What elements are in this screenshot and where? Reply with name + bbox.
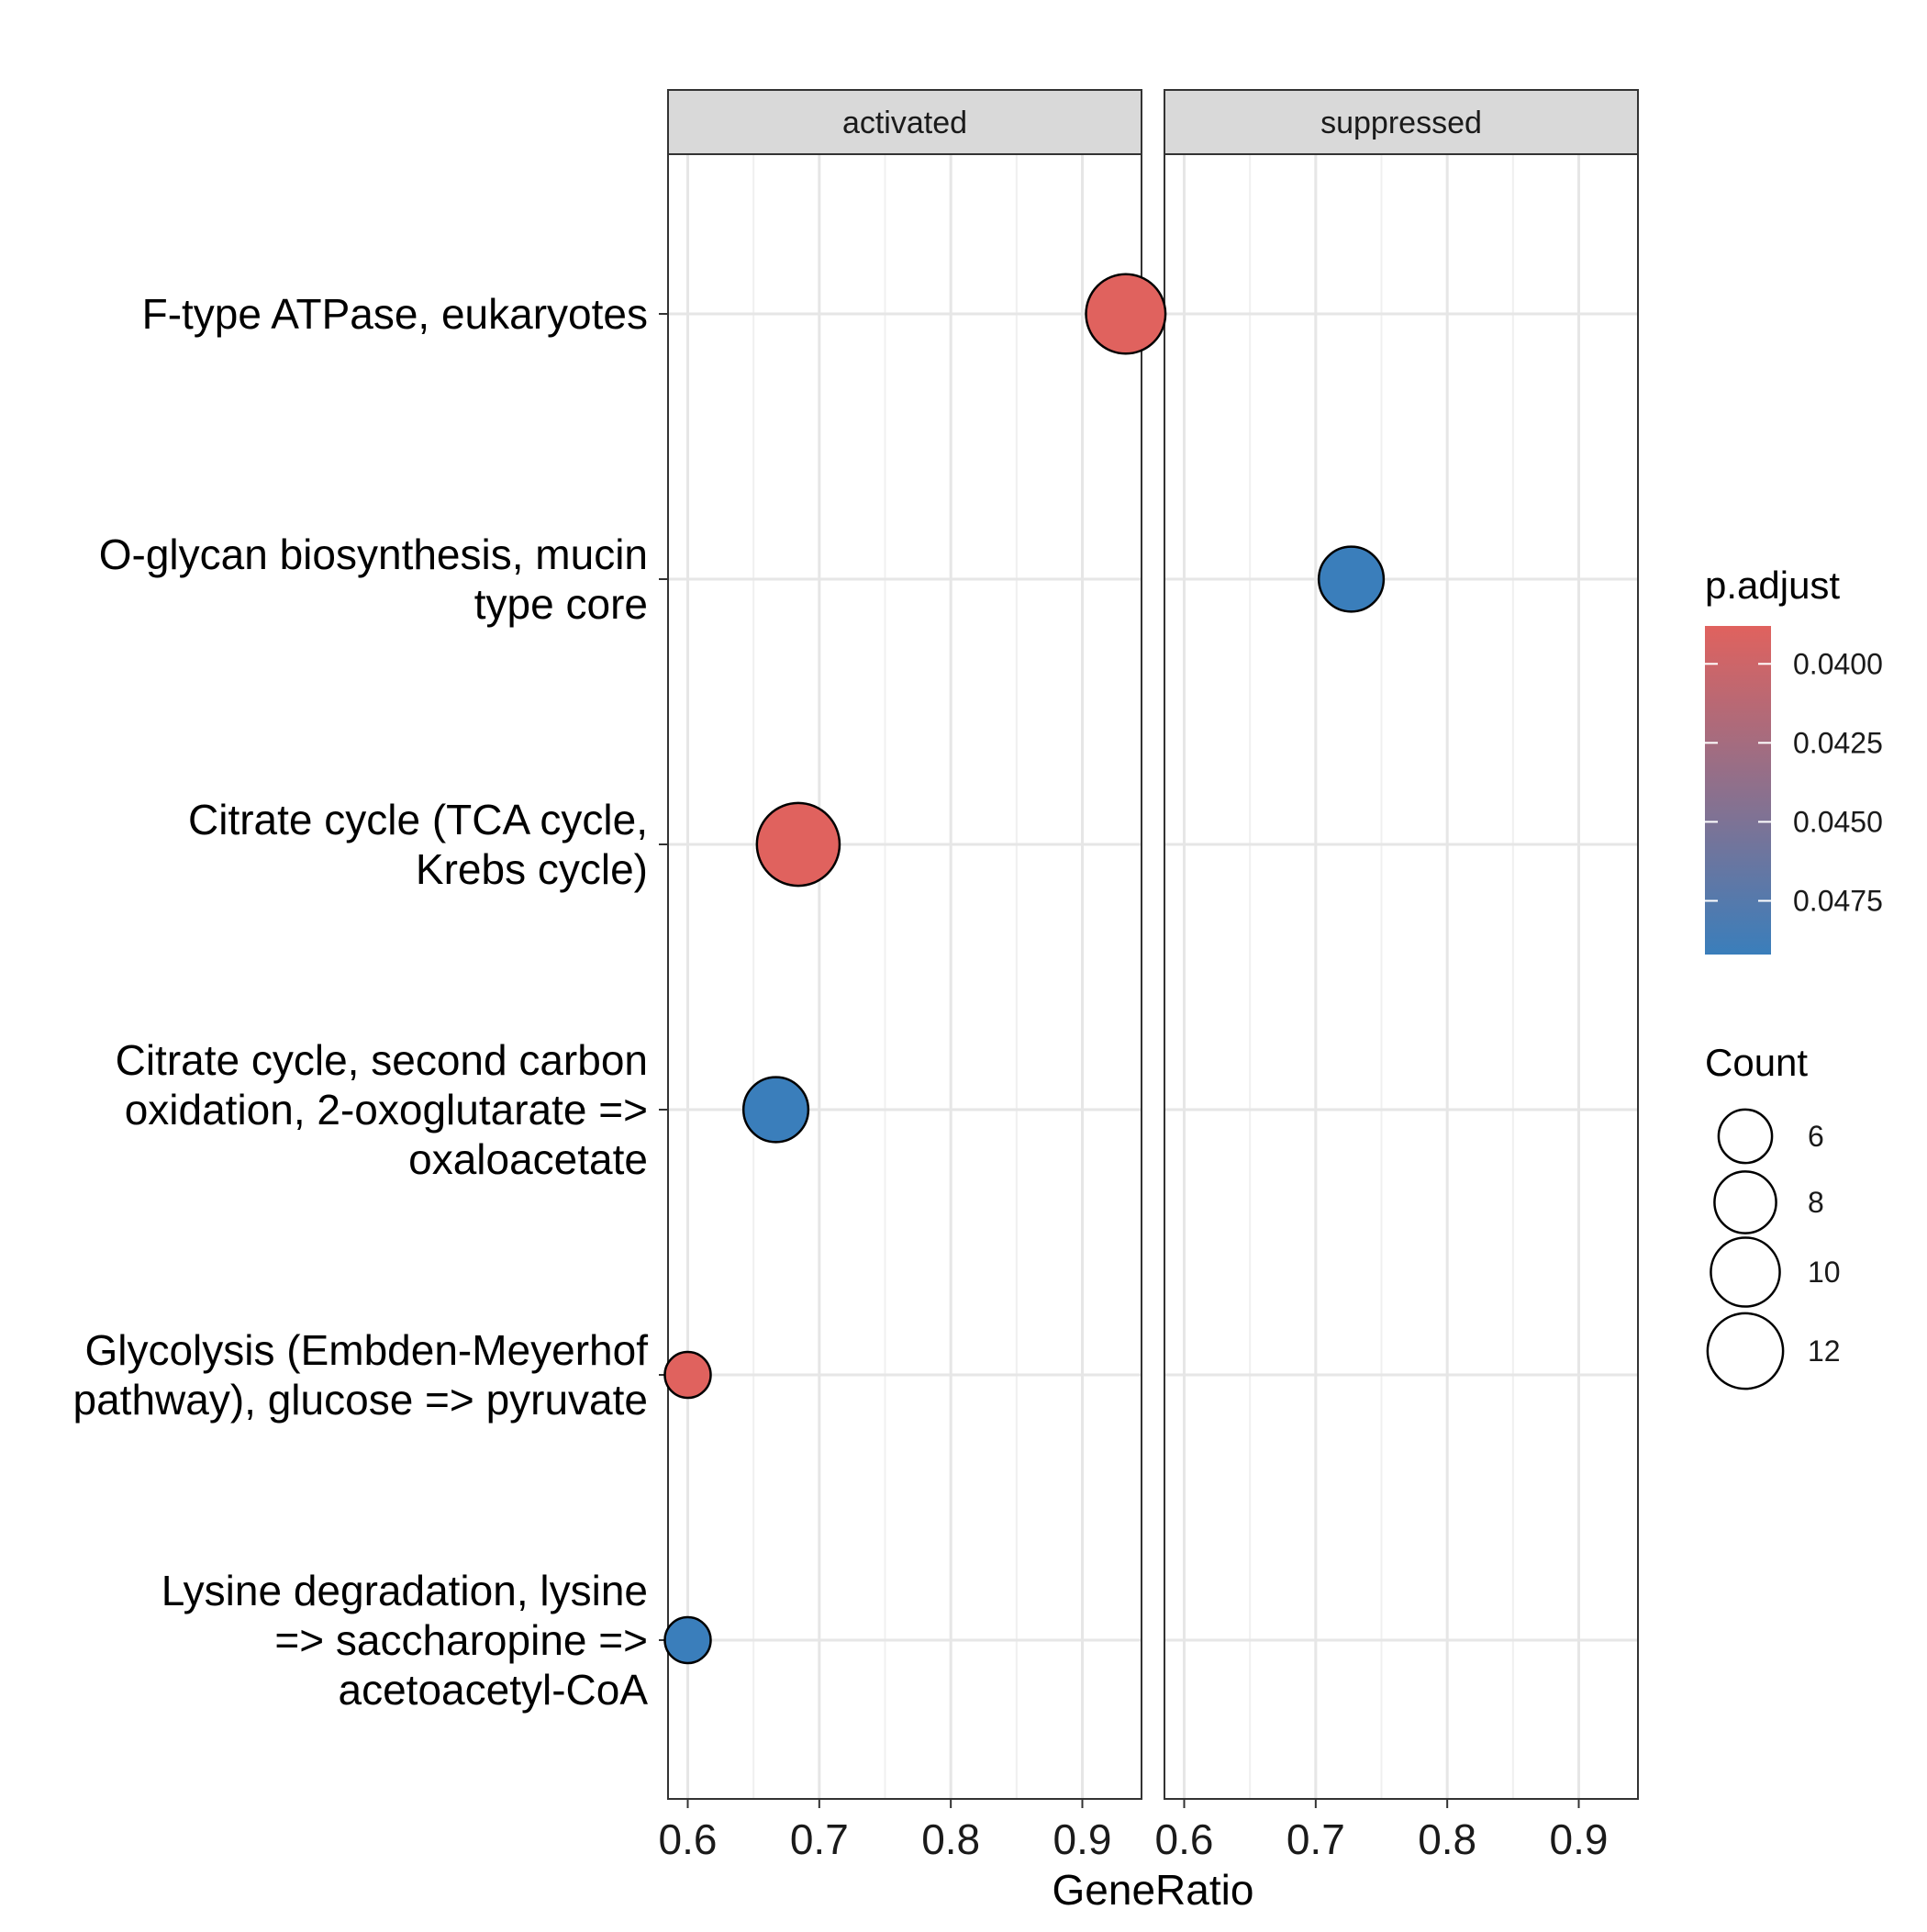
y-category-label-line: Krebs cycle): [416, 845, 648, 893]
y-category-label: Citrate cycle, second carbon oxidation, 2…: [116, 1036, 648, 1183]
y-category-label-line: pathway), glucose => pyruvate: [73, 1376, 648, 1424]
facet-strip-label-suppressed: suppressed: [1320, 106, 1482, 140]
panel-background: [1164, 154, 1638, 1799]
y-category-label-line: oxaloacetate: [408, 1135, 648, 1183]
x-tick-label: 0.9: [1550, 1815, 1609, 1863]
data-point-activated: [663, 1615, 712, 1665]
legend-size-key: [1717, 1108, 1774, 1165]
data-point-activated: [1085, 273, 1167, 355]
y-category-label-line: Lysine degradation, lysine: [162, 1567, 648, 1614]
y-category-label: Citrate cycle (TCA cycle, Krebs cycle): [188, 796, 648, 893]
y-category-label-line: Citrate cycle (TCA cycle,: [188, 796, 648, 843]
legend-size-label: 6: [1808, 1120, 1824, 1153]
y-category-label: O-glycan biosynthesis, mucin type core: [99, 530, 648, 628]
legend-colorbar-label: 0.0475: [1793, 884, 1883, 917]
legend-size-key: [1710, 1236, 1781, 1308]
y-category-label-line: F-type ATPase, eukaryotes: [142, 290, 648, 338]
x-tick-label: 0.9: [1053, 1815, 1112, 1863]
y-category-label: F-type ATPase, eukaryotes: [142, 290, 648, 338]
legend-size-label: 12: [1808, 1335, 1841, 1368]
x-tick-label: 0.6: [659, 1815, 718, 1863]
legend-size-title: Count: [1705, 1041, 1808, 1084]
legend-size-key: [1713, 1170, 1777, 1234]
x-tick-label: 0.8: [1418, 1815, 1476, 1863]
facet-strip: [1164, 89, 1639, 155]
y-category-label-line: acetoacetyl-CoA: [339, 1666, 649, 1714]
x-tick-label: 0.7: [1287, 1815, 1345, 1863]
legend-size-label: 10: [1808, 1256, 1841, 1289]
x-tick-label: 0.6: [1155, 1815, 1214, 1863]
data-point-suppressed: [1317, 545, 1386, 613]
y-category-label: Glycolysis (Embden-Meyerhof pathway), glu…: [73, 1326, 649, 1424]
legend-color-title: p.adjust: [1705, 564, 1840, 607]
y-category-label-line: type core: [474, 580, 648, 628]
data-point-activated: [663, 1350, 712, 1400]
facet-strip: [667, 89, 1142, 155]
facet-panels: activated suppressed: [667, 89, 1639, 1800]
y-category-label-line: oxidation, 2-oxoglutarate =>: [125, 1086, 648, 1134]
legend-colorbar-label: 0.0450: [1793, 805, 1883, 838]
y-category-label-line: Citrate cycle, second carbon: [116, 1036, 648, 1084]
y-category-label: Lysine degradation, lysine => saccharopin…: [162, 1567, 649, 1714]
legend-colorbar: [1705, 626, 1771, 955]
legend-size-key: [1706, 1312, 1785, 1390]
panel-background: [668, 154, 1142, 1799]
legend-colorbar-label: 0.0400: [1793, 647, 1883, 680]
facet-strip-label-activated: activated: [842, 106, 967, 140]
data-point-activated: [755, 801, 841, 888]
x-tick-label: 0.8: [921, 1815, 980, 1863]
data-point-activated: [741, 1076, 810, 1144]
data-points: [663, 273, 1386, 1665]
legend-colorbar-label: 0.0425: [1793, 726, 1883, 759]
legend: p.adjust 0.0400 0.0425 0.0450 0.0475 Count 6 8 1…: [1705, 564, 1883, 1390]
x-tick-label: 0.7: [790, 1815, 849, 1863]
legend-size-label: 8: [1808, 1186, 1824, 1219]
y-category-label-line: Glycolysis (Embden-Meyerhof: [84, 1326, 648, 1374]
x-axis-title: GeneRatio: [1053, 1866, 1254, 1914]
y-axis-labels: F-type ATPase, eukaryotes O-glycan biosyn…: [73, 290, 668, 1714]
y-category-label-line: => saccharopine =>: [274, 1616, 648, 1664]
y-category-label-line: O-glycan biosynthesis, mucin: [99, 530, 648, 578]
